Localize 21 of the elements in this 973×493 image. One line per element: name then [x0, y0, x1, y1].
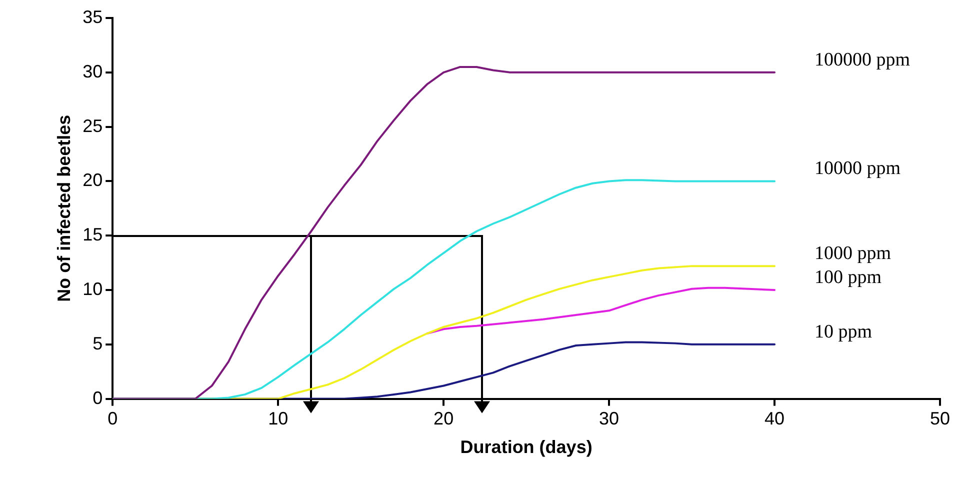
- y-tick-label: 30: [82, 61, 103, 82]
- x-tick-label: 10: [268, 408, 288, 429]
- y-axis-title: No of infected beetles: [54, 114, 74, 302]
- y-tick-label: 35: [82, 6, 103, 27]
- text: 100 ppm: [814, 266, 882, 288]
- x-tick-label: 40: [764, 408, 785, 429]
- x-tick-label: 50: [930, 408, 950, 429]
- text: 100000 ppm: [814, 49, 910, 70]
- y-tick-label: 25: [82, 116, 103, 136]
- text: 10 ppm: [814, 321, 872, 342]
- text: 1000 ppm: [814, 243, 892, 264]
- y-tick-label: 20: [82, 170, 103, 190]
- x-tick-label: 30: [599, 408, 620, 429]
- x-tick-label: 20: [434, 408, 454, 429]
- x-axis-title: Duration (days): [460, 437, 592, 458]
- y-tick-label: 15: [82, 224, 103, 245]
- y-tick-label: 5: [92, 333, 103, 354]
- text: 10000 ppm: [814, 158, 901, 180]
- y-tick-label: 0: [92, 388, 103, 408]
- y-tick-label: 10: [82, 278, 103, 299]
- x-tick-label: 0: [108, 408, 118, 429]
